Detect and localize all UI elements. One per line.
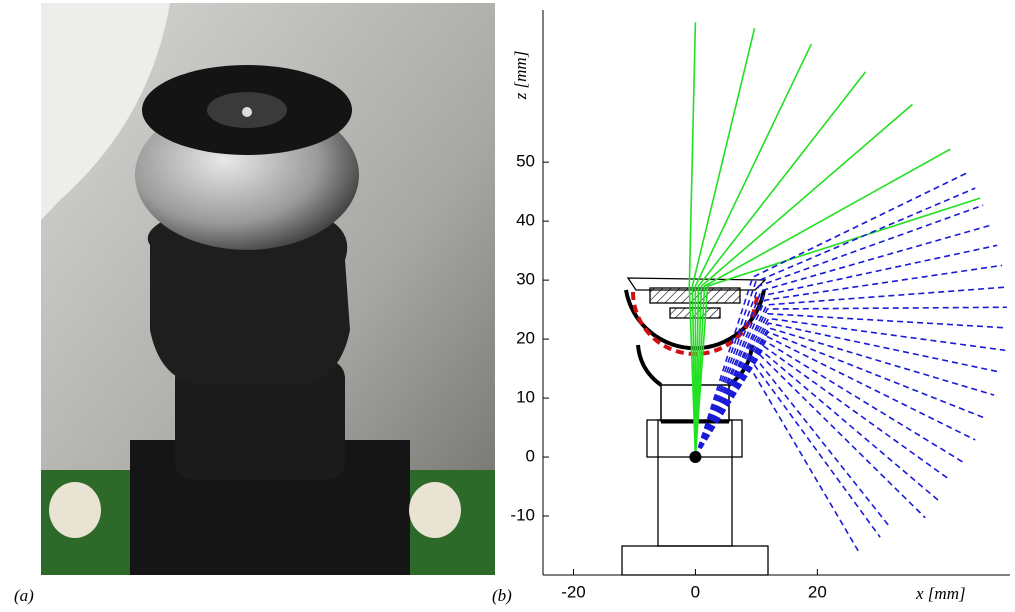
figure: (a) (b) x [mm] z [mm] -20 0 20 -10 0 10 20 30 40… — [0, 0, 1015, 607]
x-tick-label: -20 — [561, 582, 586, 601]
y-tick-label: -10 — [510, 506, 535, 525]
ray — [695, 346, 950, 480]
ray — [695, 332, 985, 457]
y-axis-label: z [mm] — [511, 51, 530, 101]
ray — [695, 44, 811, 457]
ray — [695, 225, 990, 457]
y-tick-label: 50 — [516, 152, 535, 171]
x-tick-label: 0 — [691, 582, 700, 601]
photo — [41, 3, 495, 575]
ray — [695, 188, 975, 457]
panel-label: (a) — [14, 586, 34, 605]
camera-center — [689, 451, 701, 463]
y-tick-label: 30 — [516, 270, 535, 289]
y-tick-label: 20 — [516, 329, 535, 348]
x-tick-label: 20 — [808, 582, 827, 601]
panel-label: (b) — [492, 586, 512, 605]
x-axis-label: x [mm] — [915, 584, 966, 603]
ray — [695, 245, 997, 457]
ray — [695, 198, 980, 457]
ray — [695, 328, 994, 457]
plot-area — [543, 10, 1010, 575]
ray — [695, 341, 962, 461]
y-tick-label: 40 — [516, 211, 535, 230]
y-tick-label: 0 — [526, 447, 535, 466]
y-tick-label: 10 — [516, 388, 535, 407]
